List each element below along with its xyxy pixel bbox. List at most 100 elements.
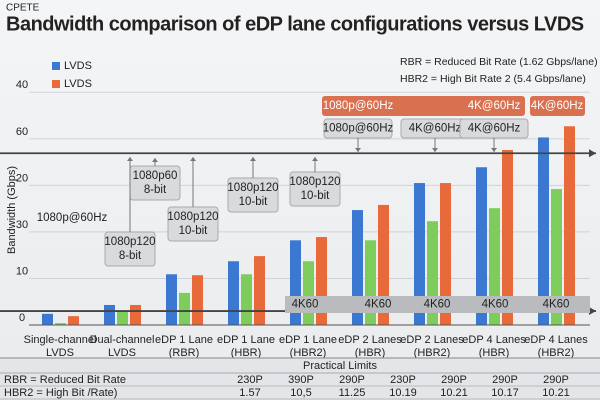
bar <box>316 237 327 325</box>
table-cell: 290P <box>543 374 569 386</box>
table-cell: 10.19 <box>389 387 417 399</box>
orange-label: 4K@60Hz <box>468 100 521 112</box>
annotation: 1080p120 <box>167 211 218 223</box>
reference-arrow <box>589 307 596 316</box>
x-tick-label: (HBR2) <box>414 347 451 359</box>
x-tick-label: eDP 2 Lanes <box>338 334 402 346</box>
annotation: 10-bit <box>301 190 331 202</box>
callout-arrowhead <box>312 157 318 161</box>
bar <box>502 150 513 325</box>
table-cell: 10.17 <box>491 387 519 399</box>
orange-label: 1080p@60Hz <box>323 100 394 112</box>
x-tick-label: eDP 4 Lanes <box>524 334 588 346</box>
y-tick-label: 0 <box>19 312 25 324</box>
bottom-label: 4K60 <box>365 299 392 311</box>
table-cell: 290P <box>339 374 365 386</box>
bar <box>55 323 66 325</box>
x-tick-label: (RBR) <box>169 347 200 359</box>
bar <box>365 240 376 325</box>
x-tick-label: (HBR2) <box>290 347 327 359</box>
x-tick-label: (HBR) <box>479 347 510 359</box>
x-tick-label: (HBR) <box>355 347 386 359</box>
note: RBR = Reduced Bit Rate (1.62 Gbps/lane) <box>400 56 598 68</box>
bar <box>68 316 79 325</box>
callout-arrowhead <box>250 157 256 161</box>
callout-arrowhead <box>491 148 497 152</box>
bar <box>378 204 389 325</box>
x-tick-label: eDP 2 Lanes <box>400 334 464 346</box>
x-tick-label: (HBR) <box>231 347 262 359</box>
chart-title: Bandwidth comparison of eDP lane configu… <box>6 13 584 35</box>
annotation: 10-bit <box>239 196 269 208</box>
orange-label: 4K@60Hz <box>531 100 584 112</box>
annotation: 1080p120 <box>104 236 155 248</box>
bar <box>427 221 438 325</box>
callout-arrowhead <box>355 148 361 152</box>
y-tick-label: 10 <box>16 265 28 277</box>
chart-header: CPETE <box>6 3 40 14</box>
legend-label: LVDS <box>64 78 92 90</box>
bottom-label: 4K60 <box>292 299 319 311</box>
callout-arrowhead <box>127 157 133 161</box>
bar <box>303 261 314 325</box>
table-cell: 290P <box>441 374 467 386</box>
bottom-label: 4K60 <box>543 299 570 311</box>
table-bg <box>0 358 600 400</box>
annotation: 1080p120 <box>227 182 278 194</box>
y-tick-label: 20 <box>16 172 28 184</box>
x-tick-label: eDP 1 Lane <box>279 334 337 346</box>
bar <box>538 137 549 325</box>
table-header: Practical Limits <box>303 360 377 372</box>
annotation: 1080p60 <box>133 170 178 182</box>
bar <box>130 304 141 325</box>
x-tick-label: eDP 1 Lane <box>217 334 275 346</box>
bar <box>564 126 575 326</box>
callout-arrowhead <box>432 148 438 152</box>
bar <box>166 274 177 325</box>
bar <box>228 261 239 325</box>
bar <box>290 240 301 325</box>
legend-label: LVDS <box>64 60 92 72</box>
annotation: 8-bit <box>144 184 167 196</box>
legend-swatch <box>52 62 60 70</box>
bar <box>104 304 115 325</box>
bottom-label: 4K60 <box>482 299 509 311</box>
x-tick-label: (HBR2) <box>538 347 575 359</box>
y-tick-label: 30 <box>16 219 28 231</box>
y-tick-label: 40 <box>16 79 28 91</box>
table-cell: 230P <box>237 374 263 386</box>
annotation: 10-bit <box>179 225 209 237</box>
bar <box>179 292 190 325</box>
reference-arrow <box>589 149 596 158</box>
y-tick-label: 60 <box>16 126 28 138</box>
bar <box>352 210 363 325</box>
orange-band <box>322 96 525 116</box>
annotation: 8-bit <box>119 250 142 262</box>
gray-label: 4K@60Hz <box>409 123 462 135</box>
bar <box>476 167 487 325</box>
table-cell: 1.57 <box>239 387 260 399</box>
table-cell: RBR = Reduced Bit Rate <box>4 374 126 386</box>
table-cell: HBR2 = High Bit /Rate) <box>4 387 117 399</box>
x-tick-label: LVDS <box>46 347 74 359</box>
x-tick-label: Single-channel <box>24 334 97 346</box>
note: HBR2 = High Bit Rate 2 (5.4 Gbps/lane) <box>400 73 586 85</box>
callout-arrowhead <box>152 158 158 162</box>
legend-swatch <box>52 80 60 88</box>
bottom-band <box>285 296 590 313</box>
table-cell: 290P <box>492 374 518 386</box>
bar <box>241 274 252 325</box>
callout-arrowhead <box>190 157 196 161</box>
x-tick-label: eDP 4 Lanes <box>462 334 526 346</box>
table-cell: 11.25 <box>339 387 366 399</box>
table-cell: 390P <box>288 374 314 386</box>
bar <box>192 275 203 325</box>
annotation: 1080p@60Hz <box>37 212 108 224</box>
bar <box>489 208 500 325</box>
x-tick-label: LVDS <box>108 347 136 359</box>
bar <box>414 183 425 325</box>
table-cell: 230P <box>390 374 416 386</box>
table-cell: 10.21 <box>542 387 570 399</box>
bottom-label: 4K60 <box>424 299 451 311</box>
